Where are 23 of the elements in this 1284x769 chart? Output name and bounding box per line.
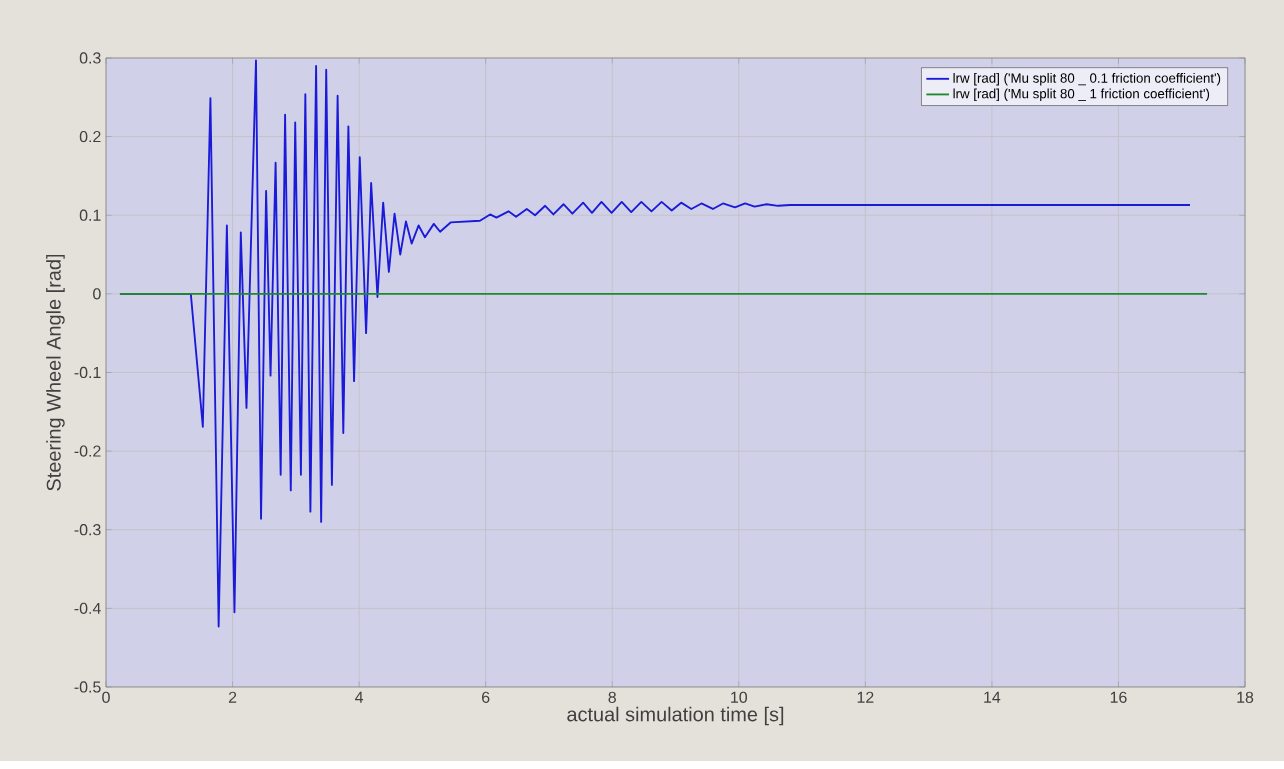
x-tick-label: 6	[482, 691, 490, 703]
y-tick-label: -0.4	[74, 602, 101, 614]
y-tick-label: -0.3	[74, 524, 101, 536]
y-tick-label: 0	[93, 288, 101, 300]
x-tick-label: 10	[731, 691, 748, 703]
x-tick-label: 16	[1110, 691, 1127, 703]
y-tick-label: 0.1	[79, 209, 101, 221]
x-tick-label: 0	[102, 691, 110, 703]
x-tick-label: 2	[228, 691, 237, 703]
y-tick-label: 0.3	[79, 52, 101, 64]
x-tick-label: 14	[984, 691, 1001, 703]
legend-label: lrw [rad] ('Mu split 80 _ 1 friction coefficient')	[953, 88, 1210, 101]
x-tick-label: 12	[857, 691, 874, 703]
y-tick-label: -0.5	[74, 681, 101, 693]
y-axis-title: Steering Wheel Angle [rad]	[46, 254, 65, 491]
x-tick-label: 8	[608, 691, 616, 703]
y-tick-label: 0.2	[79, 130, 101, 143]
x-tick-label: 4	[355, 691, 364, 703]
x-axis-title: actual simulation time [s]	[567, 706, 784, 726]
legend-label: lrw [rad] ('Mu split 80 _ 0.1 friction coefficient')	[953, 73, 1221, 86]
y-tick-label: -0.2	[74, 445, 101, 457]
y-tick-label: -0.1	[74, 366, 101, 379]
x-tick-label: 18	[1237, 691, 1254, 703]
